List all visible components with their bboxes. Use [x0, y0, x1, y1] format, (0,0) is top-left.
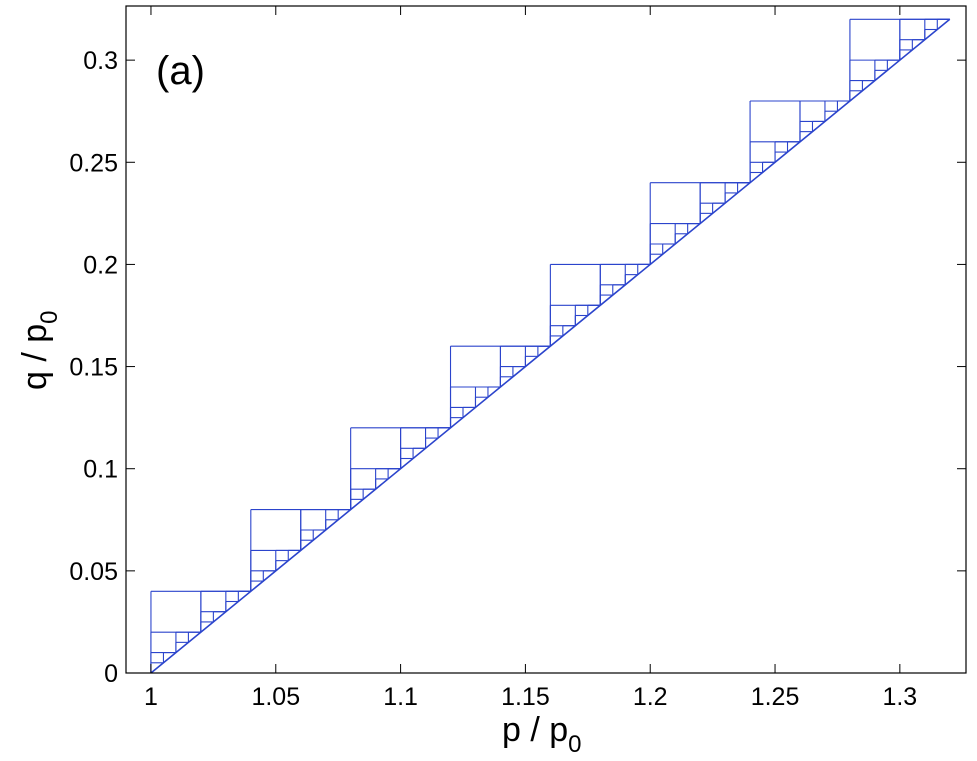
- y-tick-label: 0.15: [69, 354, 118, 382]
- y-tick-label: 0.05: [69, 558, 118, 586]
- x-tick-label: 1.2: [633, 683, 668, 711]
- y-tick-label: 0.3: [83, 47, 118, 75]
- x-tick-label: 1.25: [751, 683, 800, 711]
- x-tick-label: 1.05: [251, 683, 300, 711]
- y-axis-label-subscript: 0: [36, 310, 63, 323]
- x-tick-label: 1.3: [882, 683, 917, 711]
- y-tick-label: 0: [104, 660, 118, 688]
- plot-background: [126, 6, 966, 673]
- x-axis-ticks: 1 1.05 1.1 1.15 1.2 1.25 1.3: [144, 6, 917, 711]
- staircase-block-2: [250, 509, 351, 592]
- x-tick-label: 1.1: [383, 683, 418, 711]
- plot-frame: [125, 5, 967, 674]
- x-axis-label-subscript: 0: [568, 731, 581, 758]
- panel-label: (a): [156, 49, 205, 93]
- x-tick-label: 1.15: [501, 683, 550, 711]
- staircase-block-6: [649, 182, 751, 265]
- diagonal-line: [150, 18, 951, 674]
- staircase-block-8: [849, 18, 950, 101]
- x-tick-label: 1: [144, 683, 158, 711]
- x-axis-label-main: p / p: [502, 711, 568, 749]
- y-tick-label: 0.2: [83, 251, 118, 279]
- y-tick-label: 0.25: [69, 149, 118, 177]
- x-axis-label: p / p0: [502, 711, 582, 758]
- staircase-blocks: [150, 18, 950, 673]
- y-axis-ticks: 0 0.05 0.1 0.15 0.2 0.25 0.3: [69, 47, 966, 688]
- y-tick-label: 0.1: [83, 456, 118, 484]
- y-axis-label-main: q / p: [16, 324, 54, 390]
- staircase-block-4: [449, 345, 551, 428]
- y-axis-label: q / p0: [16, 310, 63, 390]
- staircase-block-3: [350, 427, 451, 510]
- staircase-block-5: [549, 263, 651, 347]
- staircase-block-7: [749, 100, 850, 183]
